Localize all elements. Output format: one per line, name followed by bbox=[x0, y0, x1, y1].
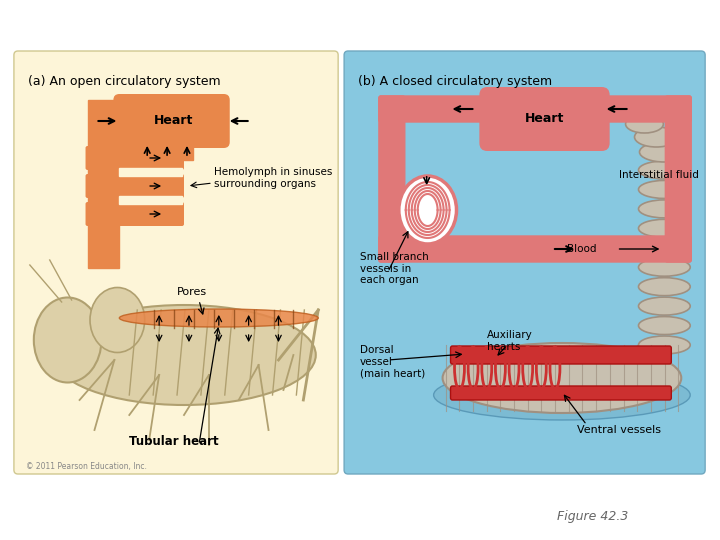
Ellipse shape bbox=[639, 161, 690, 179]
Bar bbox=[181, 142, 193, 160]
Text: Interstitial fluid: Interstitial fluid bbox=[618, 170, 698, 180]
Text: Pores: Pores bbox=[177, 287, 207, 297]
Ellipse shape bbox=[120, 309, 318, 327]
Text: © 2011 Pearson Education, Inc.: © 2011 Pearson Education, Inc. bbox=[26, 462, 147, 471]
Ellipse shape bbox=[634, 127, 678, 147]
Text: (b) A closed circulatory system: (b) A closed circulatory system bbox=[358, 75, 552, 88]
Ellipse shape bbox=[639, 180, 690, 198]
Bar bbox=[120, 168, 182, 176]
Ellipse shape bbox=[639, 278, 690, 296]
Ellipse shape bbox=[90, 287, 145, 353]
Ellipse shape bbox=[34, 298, 102, 382]
Ellipse shape bbox=[639, 258, 690, 276]
Ellipse shape bbox=[443, 343, 681, 413]
Bar bbox=[120, 196, 182, 204]
FancyBboxPatch shape bbox=[379, 96, 405, 262]
FancyBboxPatch shape bbox=[451, 386, 671, 400]
FancyBboxPatch shape bbox=[113, 94, 230, 148]
Bar bbox=[141, 142, 153, 160]
Text: (a) An open circulatory system: (a) An open circulatory system bbox=[28, 75, 220, 88]
FancyBboxPatch shape bbox=[480, 87, 610, 151]
Text: Heart: Heart bbox=[154, 114, 194, 127]
Ellipse shape bbox=[639, 239, 690, 257]
Ellipse shape bbox=[639, 142, 689, 162]
FancyBboxPatch shape bbox=[379, 236, 691, 262]
Text: Hemolymph in sinuses
surrounding organs: Hemolymph in sinuses surrounding organs bbox=[214, 167, 332, 189]
Text: Blood: Blood bbox=[567, 244, 596, 254]
Text: Small branch
vessels in
each organ: Small branch vessels in each organ bbox=[360, 252, 429, 285]
Text: Ventral vessels: Ventral vessels bbox=[577, 425, 661, 435]
Ellipse shape bbox=[626, 115, 663, 133]
Ellipse shape bbox=[399, 176, 456, 244]
Ellipse shape bbox=[639, 297, 690, 315]
FancyBboxPatch shape bbox=[86, 202, 184, 226]
Bar bbox=[161, 142, 173, 160]
Ellipse shape bbox=[53, 305, 316, 405]
Ellipse shape bbox=[639, 200, 690, 218]
FancyBboxPatch shape bbox=[665, 96, 691, 262]
Text: Auxiliary
hearts: Auxiliary hearts bbox=[487, 330, 533, 352]
FancyBboxPatch shape bbox=[344, 51, 705, 474]
Text: Figure 42.3: Figure 42.3 bbox=[557, 510, 629, 523]
Ellipse shape bbox=[639, 336, 690, 354]
Text: Tubular heart: Tubular heart bbox=[129, 435, 219, 448]
FancyBboxPatch shape bbox=[379, 96, 691, 122]
Text: Dorsal
vessel
(main heart): Dorsal vessel (main heart) bbox=[360, 345, 426, 378]
FancyBboxPatch shape bbox=[451, 346, 671, 364]
Ellipse shape bbox=[639, 316, 690, 335]
FancyBboxPatch shape bbox=[14, 51, 338, 474]
FancyBboxPatch shape bbox=[86, 174, 184, 198]
Ellipse shape bbox=[433, 370, 690, 420]
FancyBboxPatch shape bbox=[86, 146, 184, 170]
Ellipse shape bbox=[639, 219, 690, 238]
Bar bbox=[88, 100, 120, 268]
Text: Heart: Heart bbox=[526, 112, 564, 125]
